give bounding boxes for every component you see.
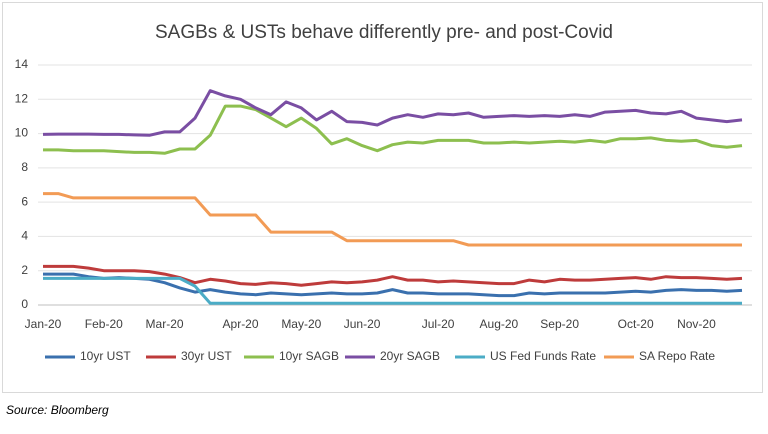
y-tick-label: 12	[15, 91, 29, 105]
legend-label: 10yr SAGB	[279, 349, 339, 363]
legend-label: 20yr SAGB	[380, 349, 440, 363]
y-tick-label: 6	[21, 194, 28, 208]
series-line	[43, 192, 742, 247]
legend-label: 30yr UST	[181, 349, 232, 363]
y-tick-label: 8	[21, 160, 28, 174]
chart-frame	[2, 2, 763, 393]
x-tick-label: Jul-20	[422, 317, 455, 331]
y-tick-label: 14	[15, 57, 29, 71]
x-tick-label: Sep-20	[540, 317, 579, 331]
y-tick-label: 0	[21, 297, 28, 311]
x-tick-label: May-20	[281, 317, 321, 331]
chart-title: SAGBs & USTs behave differently pre- and…	[155, 22, 613, 43]
series-line	[43, 272, 743, 298]
series-line	[43, 276, 742, 305]
legend-label: 10yr UST	[80, 349, 131, 363]
x-tick-label: Oct-20	[618, 317, 654, 331]
x-tick-label: Apr-20	[223, 317, 259, 331]
x-tick-label: Aug-20	[480, 317, 519, 331]
y-tick-label: 10	[15, 126, 29, 140]
legend-label: SA Repo Rate	[639, 349, 715, 363]
x-tick-label: Jan-20	[25, 317, 62, 331]
legend-label: US Fed Funds Rate	[490, 349, 596, 363]
x-tick-label: Nov-20	[677, 317, 716, 331]
x-tick-label: Jun-20	[344, 317, 381, 331]
series-line	[42, 89, 743, 137]
y-tick-label: 4	[21, 229, 28, 243]
series-line	[43, 104, 743, 155]
x-tick-label: Mar-20	[146, 317, 184, 331]
series-line	[43, 264, 743, 287]
y-tick-label: 2	[21, 263, 28, 277]
x-tick-label: Feb-20	[85, 317, 123, 331]
source-note: Source: Bloomberg	[6, 403, 109, 417]
